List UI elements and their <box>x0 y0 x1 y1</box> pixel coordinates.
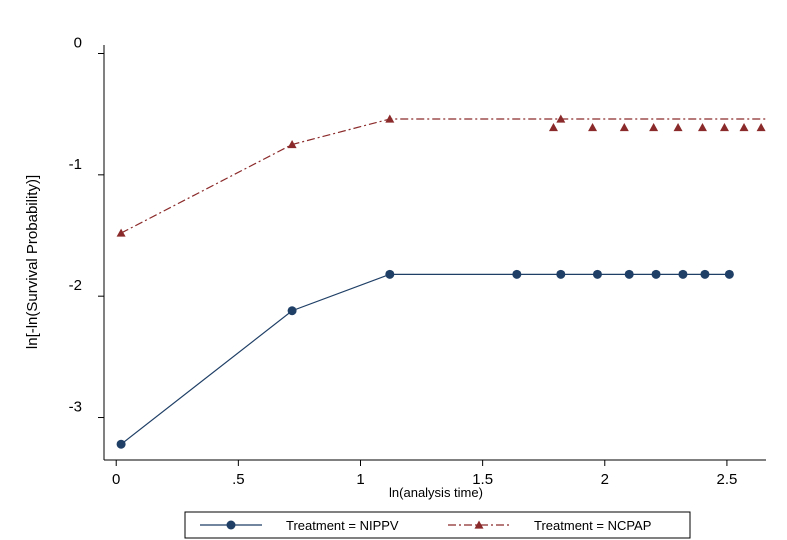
x-tick-label: 2 <box>601 471 609 488</box>
series-0 <box>116 269 734 449</box>
triangle-marker <box>697 123 707 132</box>
circle-marker <box>512 269 522 279</box>
legend-entries: Treatment = NIPPV Treatment = NCPAP <box>200 518 651 533</box>
legend-box <box>184 511 691 539</box>
legend-marker <box>474 520 484 529</box>
triangle-marker <box>719 123 729 132</box>
triangle-marker <box>556 114 566 123</box>
legend: Treatment = NIPPV Treatment = NCPAP <box>184 511 691 539</box>
x-tick-label: .5 <box>232 471 245 488</box>
triangle-marker <box>756 123 766 132</box>
series-layer <box>116 114 766 449</box>
legend-marker <box>226 520 236 530</box>
x-axis-title: ln(analysis time) <box>389 485 483 500</box>
circle-marker <box>724 269 734 279</box>
circle-marker <box>651 269 661 279</box>
x-tick-label: 1.5 <box>472 471 493 488</box>
series-line <box>120 273 730 445</box>
y-tick-label: -3 <box>69 399 82 416</box>
triangle-marker <box>385 114 395 123</box>
triangle-marker <box>739 123 749 132</box>
x-tick-label: 2.5 <box>716 471 737 488</box>
axes: 0 .5 1 1.5 2 2.5 0 -1 -2 -3 <box>69 34 766 488</box>
triangle-marker <box>548 123 558 132</box>
y-tick-label: 0 <box>74 34 82 51</box>
triangle-marker <box>649 123 659 132</box>
triangle-marker <box>588 123 598 132</box>
triangle-marker <box>673 123 683 132</box>
triangle-marker <box>287 140 297 149</box>
legend-label: Treatment = NCPAP <box>534 518 651 533</box>
y-tick-label: -1 <box>69 156 82 173</box>
circle-marker <box>700 269 710 279</box>
x-tick-label: 1 <box>356 471 364 488</box>
circle-marker <box>287 306 297 316</box>
circle-marker <box>385 269 395 279</box>
x-tick-label: 0 <box>112 471 120 488</box>
triangle-marker <box>619 123 629 132</box>
legend-label: Treatment = NIPPV <box>286 518 399 533</box>
triangle-marker <box>116 228 126 237</box>
series-line <box>120 118 766 234</box>
circle-marker <box>678 269 688 279</box>
y-axis-title: ln[-ln(Survival Probability)] <box>24 175 41 349</box>
circle-marker <box>556 269 566 279</box>
circle-marker <box>116 439 126 449</box>
circle-marker <box>592 269 602 279</box>
circle-marker <box>624 269 634 279</box>
y-tick-label: -2 <box>69 277 82 294</box>
series-1 <box>116 114 766 237</box>
